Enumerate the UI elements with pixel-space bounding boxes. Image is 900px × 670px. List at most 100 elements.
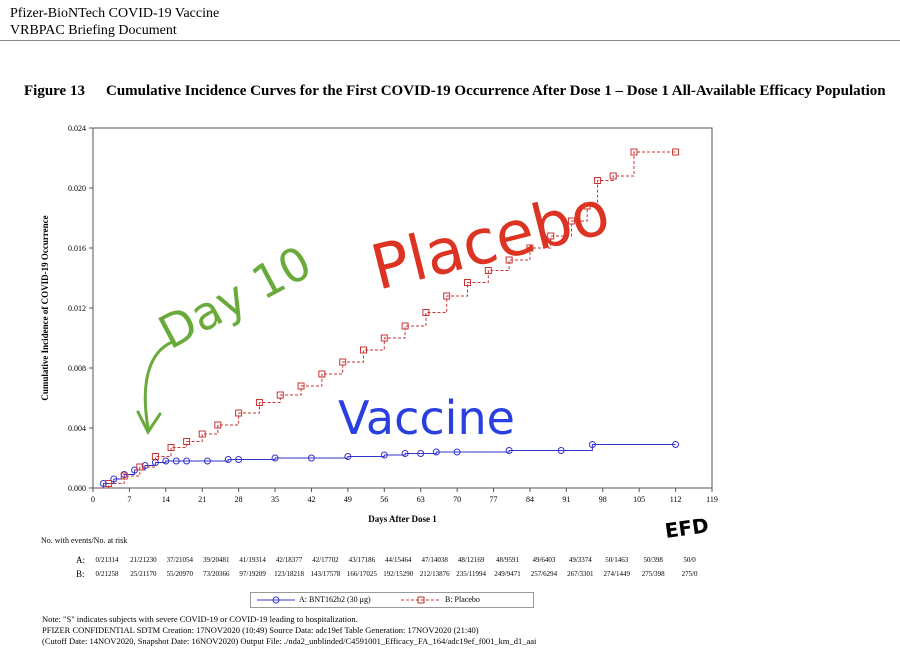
x-tick-label: 105 <box>633 495 645 504</box>
placebo-point <box>422 309 430 316</box>
legend: A: BNT162b2 (30 μg) B: Placebo <box>250 592 534 608</box>
risk-cell: 274/1449 <box>603 570 630 578</box>
placebo-point <box>672 148 680 156</box>
vaccine-point <box>235 456 243 463</box>
vaccine-point <box>417 450 425 457</box>
risk-cell: 49/3374 <box>568 556 592 564</box>
vaccine-point <box>672 441 680 448</box>
y-tick-label: 0.016 <box>68 244 86 253</box>
placebo-point <box>339 358 347 366</box>
risk-cell: 48/12169 <box>457 556 485 564</box>
legend-item-a: A: BNT162b2 (30 μg) <box>299 595 371 604</box>
day10-arrow <box>136 340 174 435</box>
risk-cell: 50/0 <box>683 556 696 564</box>
x-tick-label: 91 <box>562 495 570 504</box>
placebo-point <box>547 232 555 240</box>
placebo-point <box>583 202 591 210</box>
risk-row-label: B: <box>76 569 85 579</box>
risk-cell: 97/19209 <box>239 570 266 578</box>
risk-cell: 49/6403 <box>532 556 556 564</box>
vaccine-point <box>557 447 565 454</box>
risk-cell: 47/14038 <box>421 556 448 564</box>
axes: 0 7 14 21 28 35 42 49 56 63 70 77 84 91 98 105 112 119 0.0… <box>68 124 718 504</box>
placebo-point <box>276 391 284 399</box>
risk-cell: 0/21258 <box>95 570 119 578</box>
risk-cell: 257/6294 <box>530 570 558 578</box>
placebo-point <box>183 438 191 445</box>
x-tick-label: 77 <box>490 495 498 504</box>
risk-cell: 73/20366 <box>203 570 230 578</box>
legend-marker-a <box>272 596 280 604</box>
x-tick-label: 28 <box>235 495 243 504</box>
vaccine-point <box>110 475 118 483</box>
x-tick-label: 112 <box>670 495 682 504</box>
vaccine-point <box>453 448 461 456</box>
y-tick-label: 0.004 <box>68 424 86 433</box>
risk-cell: 212/13876 <box>419 570 450 578</box>
legend-item-b: B: Placebo <box>445 595 480 604</box>
y-axis-title: Cumulative Incidence of COVID-19 Occurre… <box>40 215 50 400</box>
vaccine-point <box>307 454 315 462</box>
risk-cell: 39/20481 <box>203 556 230 564</box>
risk-cell: 0/21314 <box>95 556 119 564</box>
vaccine-point <box>224 456 232 463</box>
placebo-point <box>594 177 602 184</box>
placebo-point <box>214 421 222 429</box>
placebo-point <box>568 217 576 225</box>
placebo-point <box>255 399 263 406</box>
placebo-point <box>505 256 513 264</box>
document-header-title: Pfizer-BioNTech COVID-19 Vaccine <box>10 6 220 21</box>
risk-cell: 50/1463 <box>605 556 629 564</box>
risk-cell: 43/17186 <box>348 556 376 564</box>
placebo-point <box>198 430 206 438</box>
placebo-point <box>380 334 388 342</box>
x-tick-label: 84 <box>526 495 534 504</box>
document-header-subtitle: VRBPAC Briefing Document <box>10 23 177 38</box>
x-tick-label: 7 <box>127 495 131 504</box>
vaccine-point <box>505 447 513 454</box>
vaccine-point <box>162 457 170 465</box>
vaccine-point <box>183 457 191 465</box>
risk-cell: 55/20970 <box>166 570 194 578</box>
y-tick-label: 0.024 <box>68 124 86 133</box>
risk-cell: 37/21054 <box>166 556 194 564</box>
vaccine-point <box>271 454 279 462</box>
risk-cell: 50/398 <box>643 556 663 564</box>
vaccine-point <box>141 462 149 469</box>
placebo-point <box>609 172 617 180</box>
placebo-point <box>401 322 409 330</box>
figure-caption: Cumulative Incidence Curves for the Firs… <box>106 83 886 99</box>
y-tick-label: 0.012 <box>68 304 86 313</box>
risk-cell: 42/18377 <box>275 556 303 564</box>
footnote-severe: Note: "S" indicates subjects with severe… <box>42 614 358 624</box>
risk-cell: 235/11994 <box>456 570 486 578</box>
footnote-confidential: PFIZER CONFIDENTIAL SDTM Creation: 17NOV… <box>42 625 479 635</box>
placebo-point <box>151 453 159 460</box>
risk-cell: 44/15464 <box>385 556 412 564</box>
placebo-point <box>526 244 534 252</box>
placebo-point <box>630 148 638 156</box>
risk-cell: 267/3301 <box>567 570 594 578</box>
placebo-point <box>484 267 492 274</box>
risk-cell: 123/18218 <box>274 570 305 578</box>
footnote-cutoff: (Cutoff Date: 14NOV2020, Snapshot Date: … <box>42 636 537 646</box>
x-tick-label: 98 <box>599 495 607 504</box>
x-axis-title: Days After Dose 1 <box>368 514 437 524</box>
figure-label: Figure 13 <box>24 83 85 99</box>
vaccine-point <box>172 457 180 465</box>
risk-cell: 192/15290 <box>383 570 414 578</box>
vaccine-point <box>99 480 107 487</box>
series-layer <box>93 148 680 489</box>
annotation-efd: EFD <box>663 513 710 543</box>
risk-cell: 48/9591 <box>496 556 519 564</box>
risk-row-label: A: <box>76 555 85 565</box>
placebo-point <box>136 463 144 471</box>
risk-cell: 166/17025 <box>346 570 377 578</box>
x-tick-label: 70 <box>453 495 461 504</box>
vaccine-point <box>588 441 596 448</box>
risk-cell: 275/398 <box>641 570 665 578</box>
risk-cell: 275/0 <box>681 570 698 578</box>
annotation-vaccine: Vaccine <box>338 391 515 445</box>
risk-cell: 21/21230 <box>130 556 157 564</box>
x-tick-label: 56 <box>380 495 388 504</box>
